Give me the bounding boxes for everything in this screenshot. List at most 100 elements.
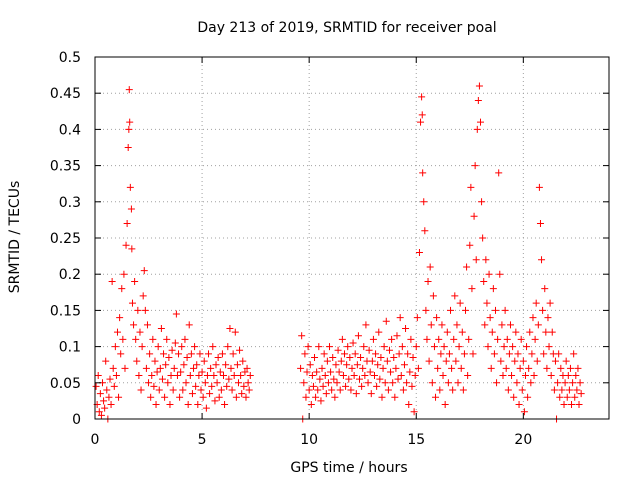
data-point [382,317,390,325]
data-point [153,368,161,376]
data-point [531,335,539,343]
data-point [168,346,176,354]
data-point [123,220,131,228]
data-point [421,227,429,235]
data-point [322,390,330,398]
data-point [344,343,352,351]
data-point [571,393,579,401]
data-point [357,353,365,361]
data-point [474,96,482,104]
data-point [372,350,380,358]
data-point [170,364,178,372]
data-point [116,314,124,322]
data-point [381,379,389,387]
data-point [475,82,483,90]
data-point [148,372,156,380]
data-point [565,386,573,394]
data-point [572,372,580,380]
data-point [472,256,480,264]
data-point [151,357,159,365]
data-point [350,372,358,380]
data-point [362,321,370,329]
data-point [173,372,181,380]
data-point [405,401,413,409]
data-point [575,401,583,409]
y-tick-label: 0.1 [59,340,81,356]
data-point [417,118,425,126]
data-point [234,379,242,387]
data-point [329,353,337,361]
data-point [496,270,504,278]
data-point [128,299,136,307]
data-point [333,379,341,387]
data-point [124,144,132,151]
data-point [191,343,199,351]
data-point [345,375,353,383]
data-point [524,393,532,401]
data-point [426,263,434,271]
data-point [187,350,195,358]
data-point [463,263,471,271]
data-point [459,386,467,394]
data-point [142,364,150,372]
data-point [566,364,574,372]
data-point [209,343,217,351]
data-point [487,364,495,372]
data-point [198,368,206,376]
data-point [454,379,462,387]
data-point [556,393,564,401]
data-point [467,183,475,191]
y-tick-label: 0.05 [50,376,81,392]
data-point [466,241,474,249]
data-point [304,343,312,351]
data-point [244,379,252,387]
x-tick-label: 20 [514,432,532,448]
data-point [422,306,430,314]
data-point [126,183,134,191]
data-point [121,364,129,372]
data-point [485,270,493,278]
data-point [152,401,160,409]
data-point [206,390,214,398]
y-tick-labels: 0 0.05 0.1 0.15 0.2 0.25 0.3 0.35 0.4 0.45 0.5 [50,50,81,428]
data-point [331,393,339,401]
data-point [377,353,385,361]
data-point [207,364,215,372]
data-point [551,357,559,365]
data-point [425,357,433,365]
data-point [167,372,175,380]
data-point [457,364,465,372]
data-point [101,404,109,412]
data-point [131,277,139,285]
data-point [95,408,103,416]
data-point [305,386,313,394]
data-point [544,314,552,322]
data-point [242,393,250,401]
data-point [210,372,218,380]
data-point [479,234,487,242]
data-point [530,372,538,380]
data-point [418,111,426,119]
data-point [211,397,219,405]
data-point [138,343,146,351]
data-point [521,372,529,380]
data-point [419,169,427,177]
data-point [335,368,343,376]
data-point [224,343,232,351]
data-point [497,357,505,365]
data-point [449,386,457,394]
data-point [237,372,245,380]
data-point [437,350,445,358]
data-point [460,350,468,358]
y-axis-label: SRMTID / TECUs [7,181,23,294]
data-point [398,343,406,351]
data-point [402,325,410,332]
data-point [130,321,138,329]
data-point [181,335,189,343]
data-point [515,401,523,409]
data-point [176,393,184,401]
data-point [143,321,151,329]
data-point [245,386,253,394]
data-point [125,86,133,94]
data-point [388,335,396,343]
